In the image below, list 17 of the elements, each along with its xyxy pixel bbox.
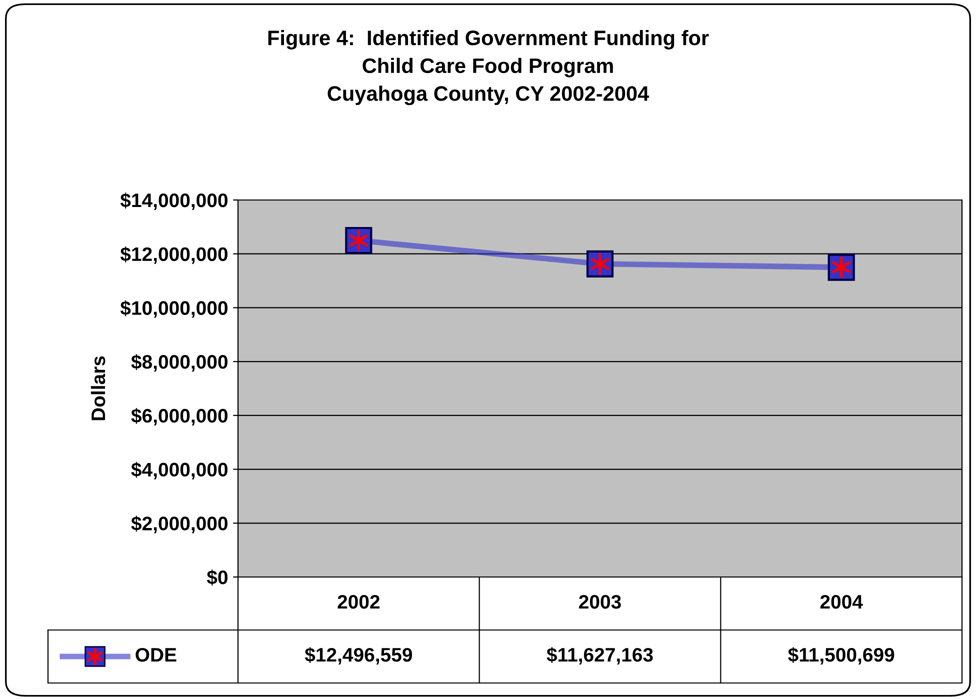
data-label: $12,496,559 — [304, 647, 412, 665]
legend-label: ODE — [136, 648, 176, 662]
y-tick-label: $2,000,000 — [131, 516, 228, 534]
y-tick-label: $10,000,000 — [120, 300, 228, 318]
y-tick-label: $6,000,000 — [131, 408, 228, 426]
y-tick-label: $8,000,000 — [131, 354, 228, 372]
y-axis-title: Dollars — [90, 356, 106, 420]
x-tick-label: 2003 — [579, 594, 621, 609]
x-tick-label: 2002 — [338, 594, 380, 609]
data-label: $11,500,699 — [788, 647, 894, 665]
data-label: $11,627,163 — [546, 647, 653, 665]
x-tick-label: 2004 — [820, 594, 863, 609]
y-tick-label: $4,000,000 — [131, 462, 228, 480]
y-tick-label: $14,000,000 — [120, 192, 228, 210]
y-tick-label: $0 — [206, 570, 228, 586]
y-tick-label: $12,000,000 — [120, 246, 228, 264]
chart-title: Figure 4: Identified Government Funding for Child Care Food Program Cuyahoga County, CY 2002-2004 — [268, 30, 709, 106]
